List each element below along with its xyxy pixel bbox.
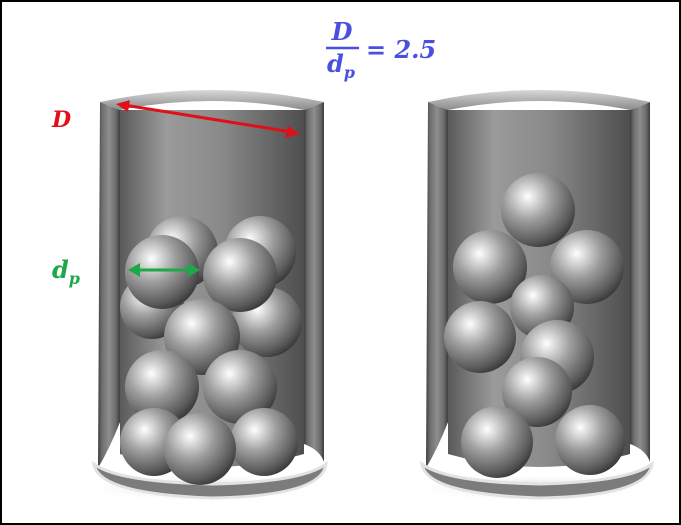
particle-spheres-right — [444, 173, 625, 478]
tube-left-wall-right — [426, 102, 448, 468]
sphere — [125, 235, 199, 309]
sphere — [461, 406, 533, 478]
packed-tube-left — [92, 90, 328, 500]
formula-denominator: dp — [327, 49, 355, 82]
particle-diameter-label: dp — [52, 255, 80, 288]
sphere — [550, 230, 624, 304]
tube-top-rim-left — [100, 90, 324, 110]
sphere — [230, 408, 298, 476]
particle-diameter-arrow — [128, 263, 200, 277]
sphere — [555, 405, 625, 475]
sphere — [501, 173, 575, 247]
sphere — [453, 230, 527, 304]
formula-value: = 2.5 — [366, 35, 436, 64]
tube-top-rim-right — [428, 90, 650, 110]
tube-right-wall-left — [304, 102, 324, 462]
diameter-ratio-formula: D dp = 2.5 — [326, 17, 436, 82]
tube-bottom-rim-left — [92, 460, 328, 500]
tube-diameter-arrow — [116, 100, 300, 138]
tube-diameter-label: D — [51, 107, 71, 133]
tube-right-wall-right — [630, 102, 650, 462]
sphere — [164, 413, 236, 485]
sphere — [125, 350, 199, 424]
tube-bottom-rim-right — [420, 460, 654, 500]
particle-spheres-left — [120, 216, 302, 485]
packed-tube-right — [420, 90, 654, 500]
sphere — [502, 357, 572, 427]
formula-numerator: D — [331, 17, 353, 46]
sphere — [203, 238, 277, 312]
sphere — [203, 350, 277, 424]
tube-left-wall-left — [98, 102, 120, 468]
sphere — [444, 301, 516, 373]
